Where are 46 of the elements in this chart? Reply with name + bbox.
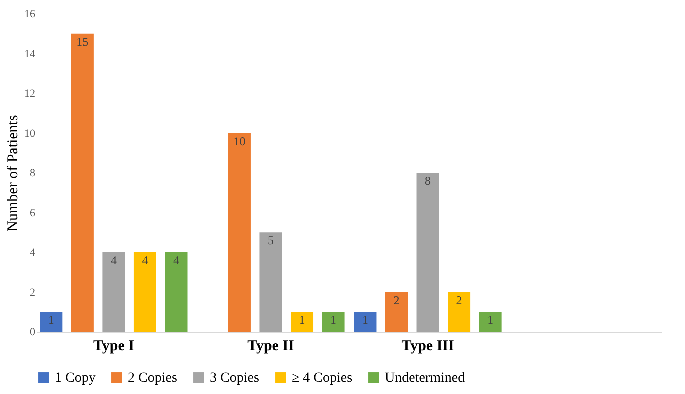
bar xyxy=(416,173,440,332)
legend-label: Undetermined xyxy=(385,371,466,386)
y-tick-label: 4 xyxy=(30,247,36,259)
y-tick-label: 6 xyxy=(30,207,36,220)
data-label: 1 xyxy=(362,313,368,328)
bar xyxy=(165,252,188,332)
y-tick-label: 10 xyxy=(24,128,36,140)
bar xyxy=(260,232,282,332)
data-label: 1 xyxy=(330,313,337,328)
bar xyxy=(354,312,377,332)
data-label: 8 xyxy=(425,174,432,188)
y-tick-label: 16 xyxy=(24,8,36,20)
bar xyxy=(71,34,94,332)
legend-label: 3 Copies xyxy=(210,371,260,386)
data-label: 10 xyxy=(234,134,246,148)
data-label: 4 xyxy=(110,254,117,268)
bar xyxy=(385,292,408,332)
data-label: 4 xyxy=(142,254,148,268)
data-label: 1 xyxy=(48,313,54,328)
y-tick-label: 2 xyxy=(30,286,36,299)
data-label: 5 xyxy=(268,234,274,248)
y-tick-label: 8 xyxy=(30,168,36,180)
y-tick-label: 12 xyxy=(24,88,36,100)
y-tick-label: 14 xyxy=(24,48,36,60)
y-axis-title: Number of Patients xyxy=(6,115,22,232)
data-label: 1 xyxy=(488,313,494,328)
bar xyxy=(322,312,345,332)
legend-label: ≥ 4 Copies xyxy=(292,371,353,386)
bar xyxy=(228,133,251,332)
x-tick-label: Type I xyxy=(93,338,135,354)
legend-label: 2 Copies xyxy=(128,371,178,386)
bar xyxy=(448,292,471,332)
bar xyxy=(134,252,156,332)
bar xyxy=(291,312,314,332)
data-label: 4 xyxy=(173,254,180,268)
data-label: 2 xyxy=(394,293,400,308)
x-tick-label: Type III xyxy=(402,338,455,354)
data-label: 2 xyxy=(456,293,462,308)
y-tick-label: 0 xyxy=(30,326,36,338)
bar xyxy=(40,312,63,332)
bar xyxy=(102,252,126,332)
bar xyxy=(479,312,502,332)
x-tick-label: Type II xyxy=(248,338,295,354)
data-label: 1 xyxy=(299,313,306,328)
data-label: 15 xyxy=(76,34,89,49)
legend-label: 1 Copy xyxy=(55,371,96,386)
